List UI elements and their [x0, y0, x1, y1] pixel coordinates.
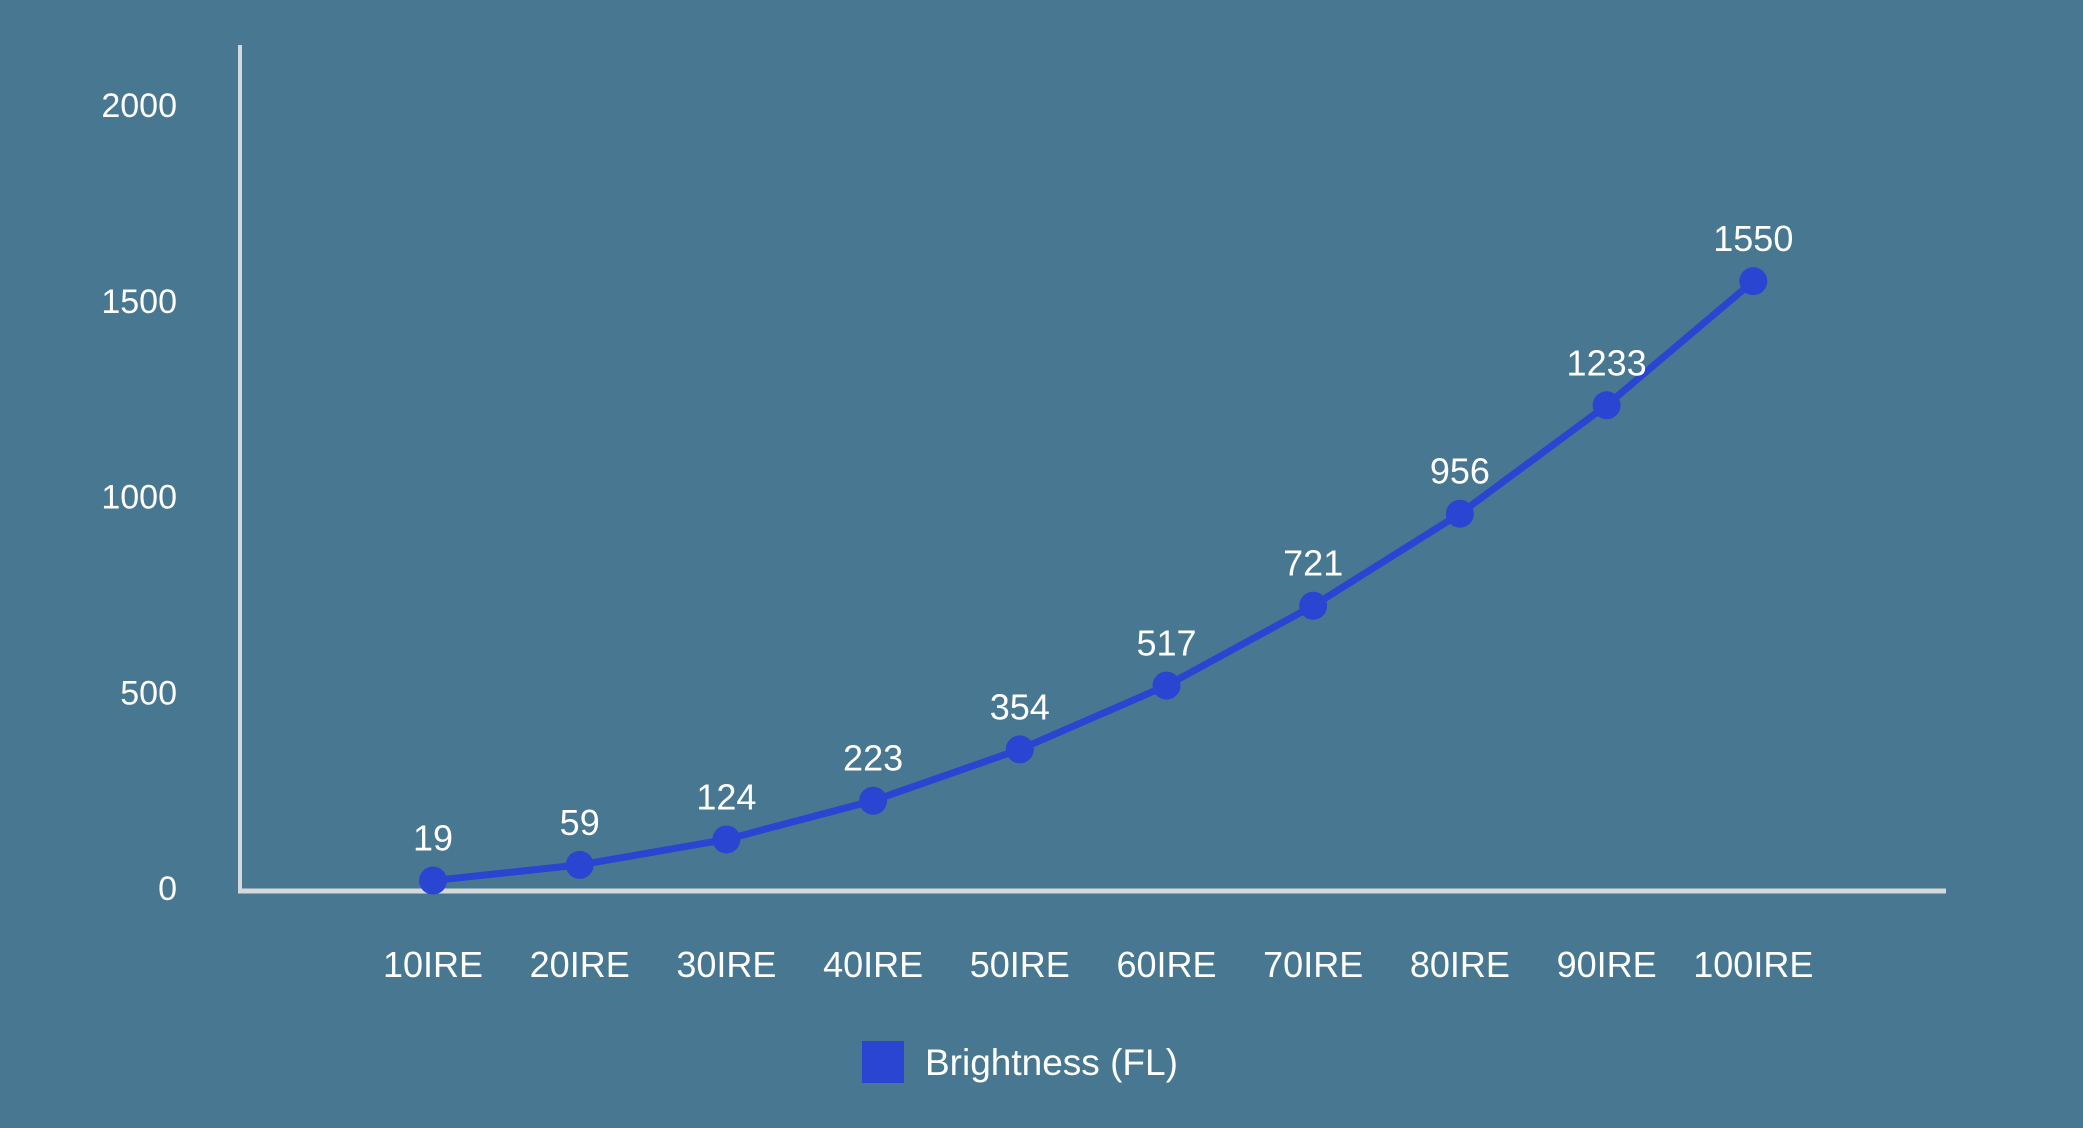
x-tick-label: 80IRE — [1410, 944, 1510, 985]
y-tick-label: 1000 — [101, 479, 177, 517]
y-tick-label: 0 — [158, 870, 177, 908]
x-tick-label: 40IRE — [823, 944, 923, 985]
x-tick-label: 100IRE — [1693, 944, 1813, 985]
y-tick-label: 2000 — [101, 87, 177, 125]
data-label: 956 — [1430, 451, 1490, 492]
y-tick-label: 500 — [120, 674, 177, 712]
data-label: 354 — [990, 686, 1050, 727]
x-tick-label: 50IRE — [970, 944, 1070, 985]
data-label: 59 — [560, 802, 600, 843]
data-label: 1233 — [1567, 342, 1647, 383]
legend: Brightness (FL) — [862, 1041, 1178, 1083]
data-label: 517 — [1136, 623, 1196, 664]
data-point — [1299, 591, 1328, 620]
x-axis-tick-labels: 10IRE 20IRE 30IRE 40IRE 50IRE 60IRE 70IRE 80IRE… — [383, 944, 1813, 985]
data-point — [565, 850, 594, 879]
x-tick-label: 90IRE — [1557, 944, 1657, 985]
legend-label: Brightness (FL) — [925, 1042, 1178, 1083]
x-tick-label: 10IRE — [383, 944, 483, 985]
data-label: 721 — [1283, 543, 1343, 584]
data-point — [1739, 267, 1768, 296]
x-tick-label: 70IRE — [1263, 944, 1363, 985]
data-label: 19 — [413, 818, 453, 859]
data-point — [1005, 735, 1034, 764]
data-point — [1152, 671, 1181, 700]
series-layer: 19 59 124 223 354 517 721 956 1233 1550 — [413, 218, 1793, 895]
data-label: 1550 — [1713, 218, 1793, 259]
x-tick-label: 60IRE — [1116, 944, 1216, 985]
data-point — [1445, 499, 1474, 528]
data-point — [419, 866, 447, 895]
y-tick-label: 1500 — [101, 283, 177, 321]
axes — [238, 45, 1946, 894]
series-line — [429, 277, 1757, 885]
data-label: 124 — [696, 776, 756, 817]
y-axis-tick-labels: 0 500 1000 1500 2000 — [101, 87, 177, 908]
data-label: 223 — [843, 738, 903, 779]
x-tick-label: 30IRE — [676, 944, 776, 985]
data-point — [859, 786, 888, 815]
x-tick-label: 20IRE — [530, 944, 630, 985]
legend-swatch — [862, 1041, 904, 1083]
data-point — [712, 825, 741, 854]
data-point — [1592, 391, 1621, 420]
